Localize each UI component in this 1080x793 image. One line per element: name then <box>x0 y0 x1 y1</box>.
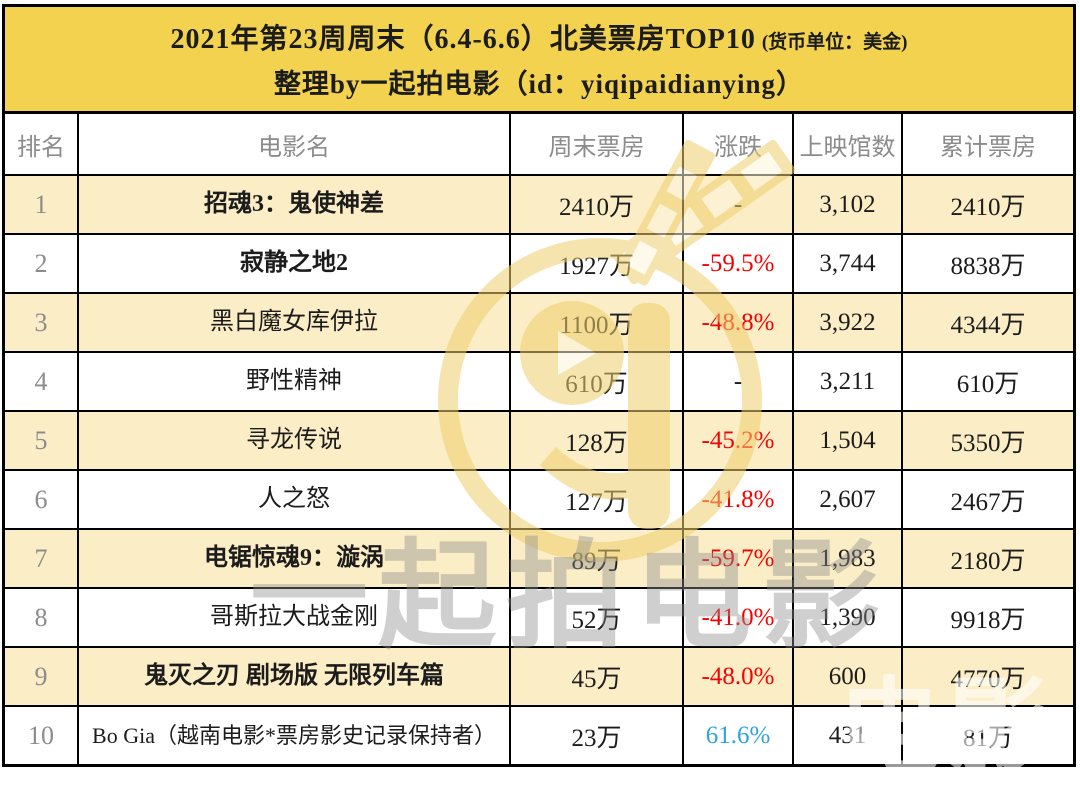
theater-count-cell: 600 <box>794 648 903 705</box>
page-title: 2021年第23周周末（6.4-6.6）北美票房TOP10 <box>170 24 756 55</box>
boxoffice-table-sheet: 2021年第23周周末（6.4-6.6）北美票房TOP10 (货币单位：美金) 整… <box>2 4 1076 767</box>
rank-cell: 1 <box>5 176 79 233</box>
weekend-box-office-cell: 128万 <box>511 412 684 469</box>
theater-count-cell: 431 <box>794 707 903 764</box>
movie-name-cell: 招魂3：鬼使神差 <box>79 176 511 233</box>
weekend-box-office-cell: 1100万 <box>511 294 684 351</box>
movie-name-cell: 寻龙传说 <box>79 412 511 469</box>
rank-cell: 8 <box>5 589 79 646</box>
title-row: 2021年第23周周末（6.4-6.6）北美票房TOP10 (货币单位：美金) <box>170 17 907 57</box>
cumulative-box-office-cell: 5350万 <box>950 429 1026 457</box>
change-cell: -59.5% <box>684 235 794 292</box>
weekend-box-office-cell: 45万 <box>511 648 684 705</box>
table-header-row: 排名 电影名 周末票房 涨跌 上映馆数 累计票房 <box>5 114 1073 176</box>
movie-name-cell: 野性精神 <box>79 353 511 410</box>
rank-cell: 4 <box>5 353 79 410</box>
weekend-box-office-cell: 89万 <box>511 530 684 587</box>
change-cell: -48.0% <box>684 648 794 705</box>
rank-cell: 3 <box>5 294 79 351</box>
cumulative-box-office-cell: 2410万 <box>950 193 1026 221</box>
rank-cell: 10 <box>5 707 79 764</box>
table-row: 5 寻龙传说 128万 -45.2% 1,504 5350万 <box>5 412 1073 471</box>
rank-cell: 7 <box>5 530 79 587</box>
change-cell: -41.8% <box>684 471 794 528</box>
change-cell: - <box>684 353 794 410</box>
change-cell: -45.2% <box>684 412 794 469</box>
movie-name-cell: 电锯惊魂9：漩涡 <box>79 530 511 587</box>
table-row: 7 电锯惊魂9：漩涡 89万 -59.7% 1,983 2180万 <box>5 530 1073 589</box>
cumulative-box-office-cell: 2180万 <box>950 547 1026 575</box>
cumulative-box-office-cell: 2467万 <box>950 488 1026 516</box>
rank-cell: 2 <box>5 235 79 292</box>
cumulative-box-office-cell: 9918万 <box>950 606 1026 634</box>
weekend-box-office-cell: 1927万 <box>511 235 684 292</box>
change-cell: -59.7% <box>684 530 794 587</box>
title-byline: 整理by一起拍电影（id：yiqipaidianying） <box>273 69 805 99</box>
column-header-weekend: 周末票房 <box>511 114 684 174</box>
cumulative-box-office-cell: 610万 <box>956 370 1020 398</box>
theater-count-cell: 3,211 <box>794 353 903 410</box>
currency-note: (货币单位：美金) <box>761 32 908 53</box>
movie-name-cell: 哥斯拉大战金刚 <box>79 589 511 646</box>
table-row: 4 野性精神 610万 - 3,211 610万 <box>5 353 1073 412</box>
cumulative-box-office-cell: 4770万 <box>950 665 1026 693</box>
movie-name-cell: 人之怒 <box>79 471 511 528</box>
weekend-box-office-cell: 2410万 <box>511 176 684 233</box>
title-banner: 2021年第23周周末（6.4-6.6）北美票房TOP10 (货币单位：美金) 整… <box>5 7 1073 114</box>
movie-name-cell: Bo Gia（越南电影*票房影史记录保持者） <box>79 707 511 764</box>
table-row: 6 人之怒 127万 -41.8% 2,607 2467万 <box>5 471 1073 530</box>
cumulative-box-office-cell: 4344万 <box>950 311 1026 339</box>
column-header-cumulative: 累计票房 <box>940 134 1036 161</box>
movie-name-cell: 鬼灭之刃 剧场版 无限列车篇 <box>79 648 511 705</box>
rank-cell: 9 <box>5 648 79 705</box>
theater-count-cell: 1,390 <box>794 589 903 646</box>
change-cell: -41.0% <box>684 589 794 646</box>
table-row: 2 寂静之地2 1927万 -59.5% 3,744 8838万 <box>5 235 1073 294</box>
theater-count-cell: 3,102 <box>794 176 903 233</box>
column-header-rank: 排名 <box>5 114 79 174</box>
cumulative-box-office-cell: 8838万 <box>950 252 1026 280</box>
cumulative-box-office-cell: 81万 <box>962 724 1013 752</box>
weekend-box-office-cell: 127万 <box>511 471 684 528</box>
rank-cell: 5 <box>5 412 79 469</box>
column-header-theaters: 上映馆数 <box>794 114 903 174</box>
theater-count-cell: 3,922 <box>794 294 903 351</box>
movie-name-cell: 黑白魔女库伊拉 <box>79 294 511 351</box>
theater-count-cell: 1,504 <box>794 412 903 469</box>
table-row: 1 招魂3：鬼使神差 2410万 - 3,102 2410万 <box>5 176 1073 235</box>
change-cell: - <box>684 176 794 233</box>
column-header-change: 涨跌 <box>684 114 794 174</box>
theater-count-cell: 3,744 <box>794 235 903 292</box>
theater-count-cell: 1,983 <box>794 530 903 587</box>
table-row: 3 黑白魔女库伊拉 1100万 -48.8% 3,922 4344万 <box>5 294 1073 353</box>
rank-cell: 6 <box>5 471 79 528</box>
movie-name-cell: 寂静之地2 <box>79 235 511 292</box>
weekend-box-office-cell: 610万 <box>511 353 684 410</box>
table-row: 8 哥斯拉大战金刚 52万 -41.0% 1,390 9918万 <box>5 589 1073 648</box>
boxoffice-table: 排名 电影名 周末票房 涨跌 上映馆数 累计票房 1 招魂3：鬼使神差 2410… <box>5 114 1073 764</box>
column-header-movie: 电影名 <box>79 114 511 174</box>
theater-count-cell: 2,607 <box>794 471 903 528</box>
table-row: 10 Bo Gia（越南电影*票房影史记录保持者） 23万 61.6% 431 … <box>5 707 1073 764</box>
weekend-box-office-cell: 52万 <box>511 589 684 646</box>
change-cell: -48.8% <box>684 294 794 351</box>
change-cell: 61.6% <box>684 707 794 764</box>
weekend-box-office-cell: 23万 <box>511 707 684 764</box>
table-row: 9 鬼灭之刃 剧场版 无限列车篇 45万 -48.0% 600 4770万 <box>5 648 1073 707</box>
